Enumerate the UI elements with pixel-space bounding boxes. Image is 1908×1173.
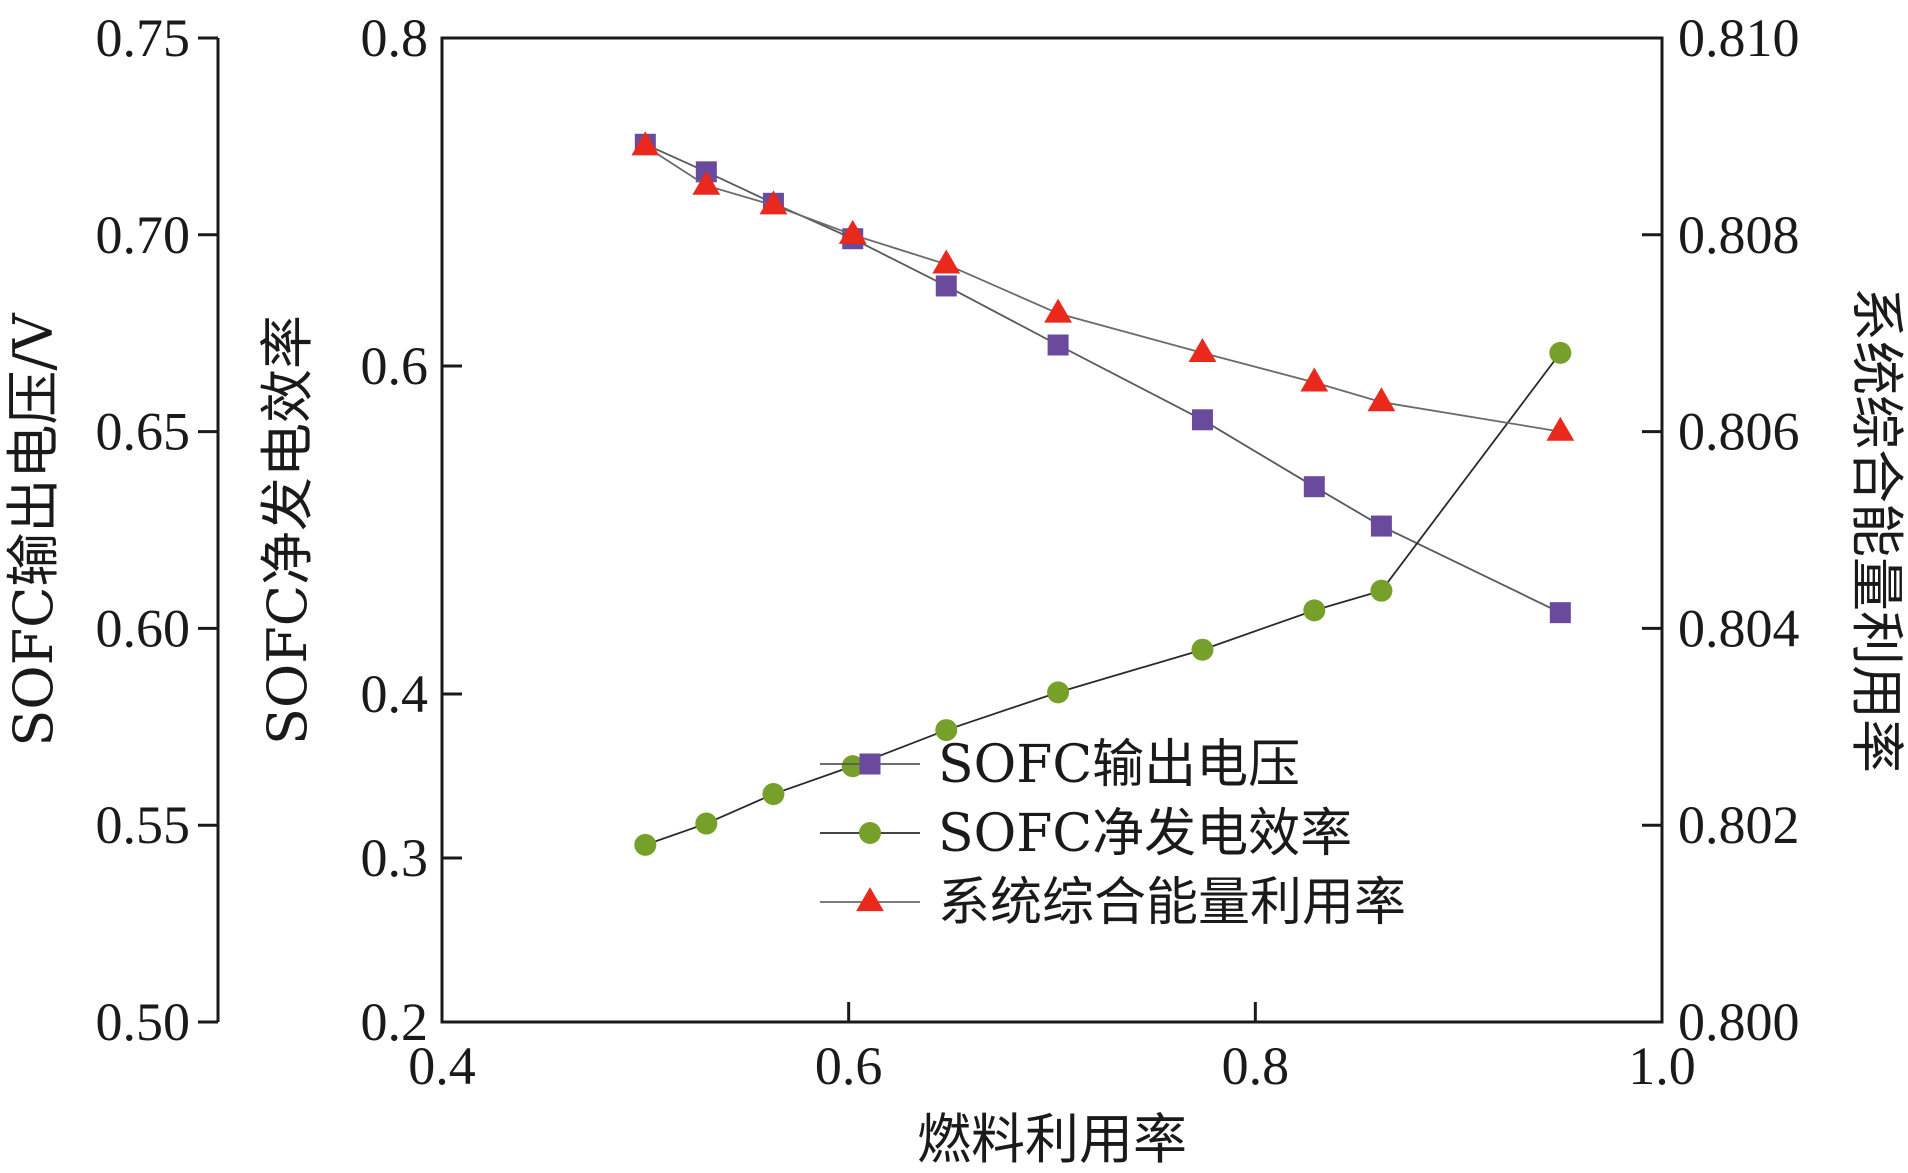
- data-point: [1300, 367, 1329, 392]
- inner-axis-tick-label: 0.3: [361, 828, 429, 888]
- x-axis-tick-label: 0.6: [815, 1036, 883, 1096]
- data-point: [1047, 334, 1069, 356]
- data-point: [692, 170, 721, 195]
- right-axis-tick-label: 0.808: [1678, 205, 1800, 265]
- series-line: [645, 352, 1562, 846]
- right-axis-title: 系统综合能量利用率: [1845, 287, 1908, 773]
- legend-label: SOFC净发电效率: [938, 804, 1352, 864]
- left-axis-ticks: 0.50 0.55 0.60 0.65 0.70 0.75: [96, 8, 218, 1052]
- data-point: [1303, 476, 1325, 498]
- data-point: [1546, 416, 1575, 441]
- series-line: [644, 145, 1561, 433]
- data-point: [935, 275, 957, 297]
- data-point: [932, 249, 961, 274]
- data-point: [634, 833, 657, 856]
- inner-axis-ticks: 0.2 0.3 0.4 0.6 0.8: [361, 8, 462, 1052]
- x-axis-tick-label: 0.4: [408, 1036, 476, 1096]
- legend-label: SOFC输出电压: [938, 735, 1300, 795]
- inner-axis-tick-label: 0.4: [361, 664, 429, 724]
- data-point: [759, 190, 788, 215]
- data-point: [695, 812, 718, 835]
- left-axis-tick-label: 0.60: [96, 598, 191, 658]
- data-point: [762, 783, 785, 806]
- right-axis-tick-label: 0.810: [1678, 8, 1800, 68]
- data-point: [1188, 338, 1217, 362]
- left-axis-tick-label: 0.65: [96, 402, 191, 462]
- left-axis-tick-label: 0.55: [96, 795, 191, 855]
- series-3: [631, 131, 1575, 441]
- x-axis-ticks: 0.4 0.6 0.8 1.0: [408, 1002, 1696, 1096]
- legend-marker: [856, 887, 884, 912]
- left-axis-title: SOFC输出电压/V: [2, 312, 65, 746]
- series-2: [634, 341, 1572, 856]
- legend-marker: [859, 753, 881, 775]
- right-axis-tick-label: 0.802: [1678, 795, 1800, 855]
- data-point: [1549, 341, 1572, 364]
- data-point: [1191, 409, 1213, 431]
- right-axis-ticks: 0.800 0.802 0.804 0.806 0.808 0.810: [1642, 8, 1800, 1052]
- data-point: [1044, 298, 1073, 323]
- right-axis-tick-label: 0.804: [1678, 598, 1800, 658]
- right-axis-tick-label: 0.800: [1678, 992, 1800, 1052]
- data-point: [1047, 681, 1070, 704]
- axes: [216, 36, 1664, 1024]
- data-point: [631, 131, 660, 156]
- inner-axis-tick-label: 0.6: [361, 336, 429, 396]
- left-axis-tick-label: 0.75: [96, 8, 191, 68]
- data-point: [1303, 599, 1326, 622]
- x-axis-tick-label: 1.0: [1628, 1036, 1696, 1096]
- data-point: [935, 719, 958, 742]
- data-point: [838, 219, 867, 244]
- data-point: [1370, 579, 1393, 602]
- series-layer: [631, 131, 1575, 856]
- x-axis-tick-label: 0.8: [1222, 1036, 1290, 1096]
- legend-marker: [859, 822, 881, 844]
- data-point: [1370, 515, 1392, 537]
- x-axis-title: 燃料利用率: [917, 1108, 1187, 1171]
- inner-axis-title: SOFC净发电效率: [256, 315, 319, 745]
- inner-axis-tick-label: 0.8: [361, 8, 429, 68]
- right-axis-tick-label: 0.806: [1678, 402, 1800, 462]
- legend-label: 系统综合能量利用率: [938, 873, 1406, 933]
- data-point: [1549, 602, 1571, 624]
- series-line: [644, 143, 1561, 614]
- data-point: [841, 755, 864, 778]
- plot-frame: [440, 36, 1664, 1024]
- data-point: [1367, 387, 1396, 412]
- left-axis-tick-label: 0.70: [96, 205, 191, 265]
- inner-axis-tick-label: 0.2: [361, 992, 429, 1052]
- data-point: [1191, 638, 1214, 661]
- left-axis-tick-label: 0.50: [96, 992, 191, 1052]
